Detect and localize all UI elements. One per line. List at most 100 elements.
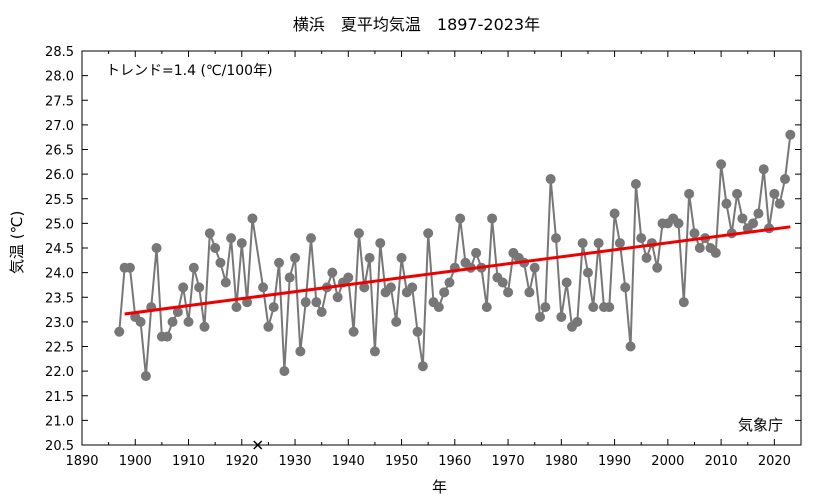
- data-point: [274, 257, 285, 268]
- x-tick-label: 1980: [545, 454, 578, 469]
- y-tick-label: 22.0: [45, 365, 74, 380]
- data-point: [572, 316, 583, 327]
- y-tick-label: 24.5: [45, 242, 74, 257]
- data-point: [369, 346, 380, 357]
- y-tick-label: 23.0: [45, 316, 74, 331]
- data-point: [204, 228, 215, 239]
- temperature-line: [118, 134, 792, 377]
- y-tick-label: 25.5: [45, 193, 74, 208]
- data-point: [140, 371, 151, 382]
- y-tick-label: 27.5: [45, 94, 74, 109]
- data-point: [753, 208, 764, 219]
- x-tick-label: 1950: [385, 454, 418, 469]
- data-point: [364, 252, 375, 263]
- data-point: [732, 188, 743, 199]
- x-tick-label: 1970: [492, 454, 525, 469]
- data-point: [263, 321, 274, 332]
- data-point: [423, 228, 434, 239]
- data-point: [689, 228, 700, 239]
- data-point: [780, 174, 791, 185]
- data-point: [162, 331, 173, 342]
- data-point: [721, 198, 732, 209]
- data-point: [284, 272, 295, 283]
- x-tick-label: 1930: [278, 454, 311, 469]
- x-tick-label: 1990: [598, 454, 631, 469]
- data-point: [407, 282, 418, 293]
- data-point: [487, 213, 498, 224]
- data-point: [183, 316, 194, 327]
- source-credit: 気象庁: [738, 416, 784, 434]
- x-tick-label: 1910: [172, 454, 205, 469]
- data-point: [417, 361, 428, 372]
- data-point: [551, 233, 562, 244]
- data-point: [194, 282, 205, 293]
- missing-data-marker: [253, 440, 263, 450]
- data-point: [620, 282, 631, 293]
- data-point: [455, 213, 466, 224]
- data-point: [375, 238, 386, 249]
- data-point: [300, 297, 311, 308]
- y-tick-label: 28.0: [45, 70, 74, 85]
- data-point: [316, 307, 327, 318]
- data-point: [268, 302, 279, 313]
- data-point: [167, 316, 178, 327]
- data-point: [306, 233, 317, 244]
- data-point: [769, 188, 780, 199]
- y-tick-label: 21.0: [45, 414, 74, 429]
- y-axis-label: 気温 (℃): [8, 210, 26, 274]
- data-point: [503, 287, 514, 298]
- data-point: [673, 218, 684, 229]
- data-point: [684, 188, 695, 199]
- data-point: [748, 218, 759, 229]
- y-tick-label: 25.0: [45, 217, 74, 232]
- data-point: [540, 302, 551, 313]
- data-point: [236, 238, 247, 249]
- data-point: [114, 326, 125, 337]
- data-point: [652, 262, 663, 273]
- y-tick-label: 28.5: [45, 45, 74, 60]
- data-point: [716, 159, 727, 170]
- x-tick-label: 1960: [438, 454, 471, 469]
- data-point: [135, 316, 146, 327]
- data-point: [226, 233, 237, 244]
- data-point: [481, 302, 492, 313]
- data-point: [614, 238, 625, 249]
- data-point: [785, 129, 796, 140]
- data-point: [758, 164, 769, 175]
- x-tick-label: 1900: [119, 454, 152, 469]
- data-point: [391, 316, 402, 327]
- data-point: [604, 302, 615, 313]
- data-point: [636, 233, 647, 244]
- y-tick-label: 22.5: [45, 341, 74, 356]
- data-point: [343, 272, 354, 283]
- data-point: [220, 277, 231, 288]
- data-point: [609, 208, 620, 219]
- data-point: [151, 243, 162, 253]
- x-axis-label: 年: [432, 478, 448, 496]
- data-point: [710, 247, 721, 258]
- data-point: [556, 311, 567, 322]
- data-point: [178, 282, 189, 293]
- data-point: [279, 366, 290, 377]
- data-point: [694, 243, 705, 253]
- data-point: [444, 277, 455, 288]
- data-point: [290, 252, 301, 263]
- trend-annotation: トレンド=1.4 (℃/100年): [106, 63, 273, 79]
- data-point: [247, 213, 258, 224]
- data-point: [641, 252, 652, 263]
- x-tick-label: 2010: [705, 454, 738, 469]
- data-point: [497, 277, 508, 288]
- x-tick-label: 1890: [65, 454, 98, 469]
- plot-frame: [81, 50, 802, 446]
- data-point: [210, 243, 221, 253]
- data-point: [188, 262, 199, 273]
- data-point: [332, 292, 343, 303]
- data-point: [215, 257, 226, 268]
- data-point: [124, 262, 135, 273]
- data-point: [199, 321, 210, 332]
- data-point: [535, 311, 546, 322]
- trend-line: [124, 225, 791, 316]
- y-tick-label: 21.5: [45, 390, 74, 405]
- data-point: [439, 287, 450, 298]
